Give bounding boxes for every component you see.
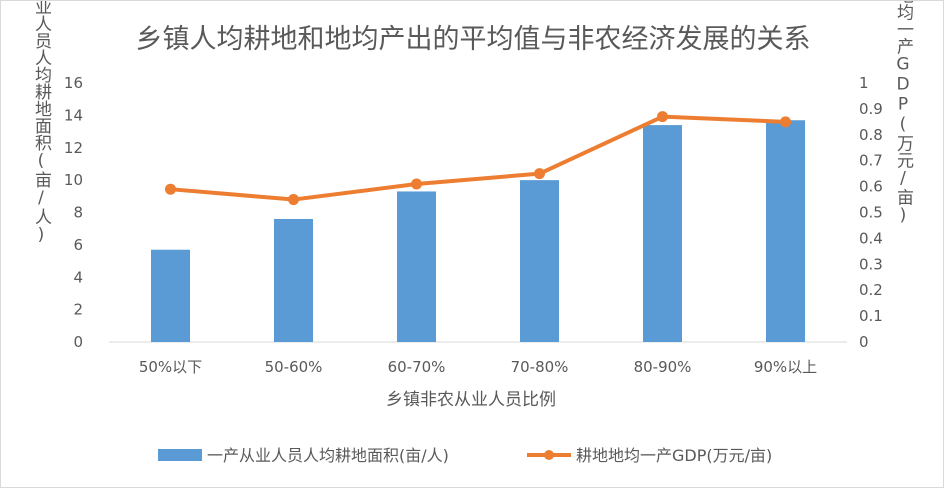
y-tick-label: 16 (64, 74, 83, 92)
right-y-axis-title: 耕地地均一产GDP(万元/亩) (893, 1, 914, 226)
chart-title: 乡镇人均耕地和地均产出的平均值与非农经济发展的关系 (136, 24, 811, 55)
y-tick-label: 6 (73, 236, 83, 254)
bar (766, 120, 805, 342)
y-tick-label: 12 (64, 139, 83, 157)
bar-series (151, 120, 805, 343)
y2-tick-label: 0.2 (859, 281, 883, 299)
bar (643, 125, 682, 343)
y2-tick-label: 0 (859, 333, 869, 351)
left-y-axis-title: 一产从业人员人均耕地面积(亩/人) (31, 1, 52, 245)
legend-line-label: 耕地地均一产GDP(万元/亩) (576, 446, 772, 465)
legend: 一产从业人员人均耕地面积(亩/人) 耕地地均一产GDP(万元/亩) (158, 446, 772, 465)
x-tick-label: 50%以下 (139, 358, 202, 376)
y2-tick-label: 0.9 (859, 100, 883, 118)
left-y-axis-ticks: 0 2 4 6 8 10 12 14 16 (64, 74, 83, 351)
y-tick-label: 10 (64, 171, 83, 189)
y-tick-label: 14 (64, 106, 83, 124)
x-tick-label: 80-90% (634, 358, 692, 376)
x-tick-label: 50-60% (265, 358, 323, 376)
y-tick-label: 2 (73, 301, 83, 319)
right-y-axis-ticks: 0 0.1 0.2 0.3 0.4 0.5 0.6 0.7 0.8 0.9 1 (859, 74, 883, 351)
line-point (657, 111, 668, 123)
bar (274, 218, 313, 342)
x-tick-label: 60-70% (388, 358, 446, 376)
bar (520, 180, 559, 342)
y2-tick-label: 0.6 (859, 178, 883, 196)
legend-bar-label: 一产从业人员人均耕地面积(亩/人) (207, 446, 449, 465)
y2-tick-label: 0.4 (859, 229, 883, 247)
y2-tick-label: 0.7 (859, 152, 883, 170)
line-point (780, 116, 791, 128)
line-point (288, 194, 299, 206)
y2-tick-label: 1 (859, 74, 869, 92)
y2-tick-label: 0.8 (859, 126, 883, 144)
x-axis-title: 乡镇非农从业人员比例 (386, 390, 556, 410)
line-point (165, 183, 176, 195)
series-line (168, 114, 788, 202)
y2-tick-label: 0.5 (859, 204, 883, 222)
bar (151, 249, 190, 342)
line-point (534, 168, 545, 180)
legend-line-marker (544, 450, 554, 460)
line-point (411, 178, 422, 190)
x-tick-label: 70-80% (511, 358, 569, 376)
y2-tick-label: 0.1 (859, 307, 883, 325)
y-tick-label: 8 (73, 204, 83, 222)
x-axis-ticks: 50%以下 50-60% 60-70% 70-80% 80-90% 90%以上 (139, 358, 817, 376)
y-tick-label: 0 (73, 333, 83, 351)
line-series (165, 111, 791, 206)
legend-bar-swatch (158, 449, 202, 461)
y2-tick-label: 0.3 (859, 255, 883, 273)
bar (397, 191, 436, 342)
y-tick-label: 4 (73, 268, 83, 286)
x-tick-label: 90%以上 (754, 358, 817, 376)
